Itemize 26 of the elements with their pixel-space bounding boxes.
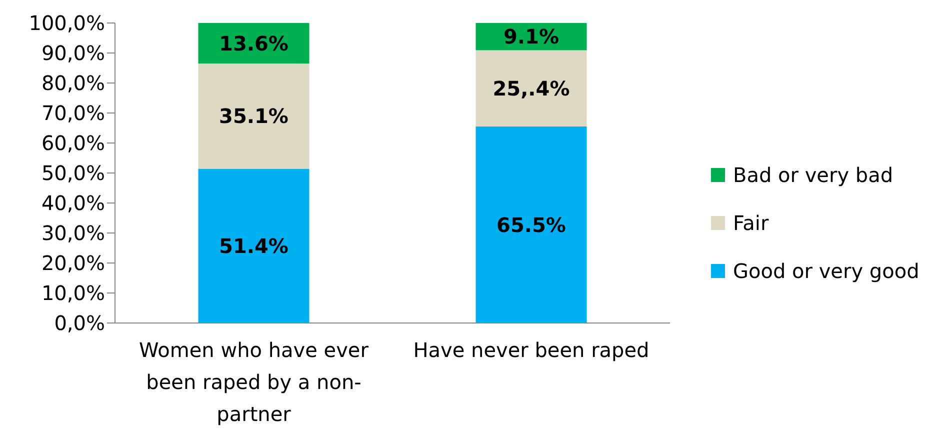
bar [476, 50, 587, 126]
y-tick-label: 40,0% [41, 191, 105, 216]
data-label: 51.4% [219, 234, 288, 258]
data-label: 9.1% [504, 24, 559, 49]
bar [198, 168, 310, 323]
y-tick-label: 30,0% [41, 221, 105, 246]
y-tick-label: 50,0% [41, 161, 105, 186]
legend-label: Bad or very bad [733, 163, 894, 187]
y-tick-label: 60,0% [41, 131, 105, 156]
data-label: 13.6% [219, 31, 288, 56]
data-label: 25,.4% [492, 76, 570, 100]
data-label: 65.5% [496, 212, 566, 237]
x-tick-label: Women who have ever been raped by a non-partner [139, 338, 370, 426]
data-label: 35.1% [219, 104, 288, 128]
legend-label: Good or very good [733, 259, 920, 283]
y-tick-label: 20,0% [41, 251, 105, 276]
bar [476, 126, 587, 323]
y-tick-label: 90,0% [41, 41, 105, 66]
legend-label: Fair [733, 211, 769, 235]
y-tick-label: 10,0% [41, 281, 105, 306]
y-tick-label: 80,0% [41, 71, 105, 96]
y-tick-label: 100,0% [28, 11, 105, 36]
x-tick-label: Have never been raped [413, 338, 650, 362]
bar [198, 64, 310, 169]
y-tick-label: 0,0% [54, 311, 105, 336]
y-tick-label: 70,0% [41, 101, 105, 126]
